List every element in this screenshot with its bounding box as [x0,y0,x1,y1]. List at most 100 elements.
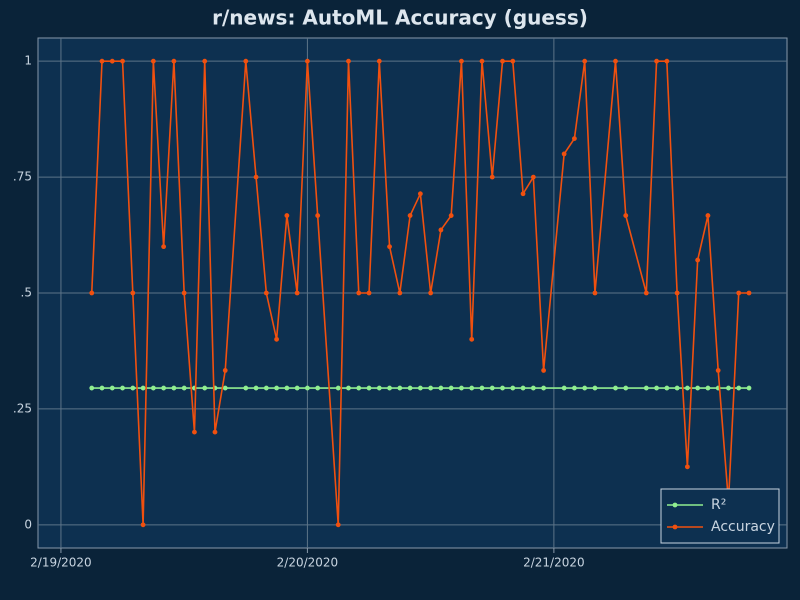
data-point [305,385,310,391]
y-tick-label: .5 [21,286,32,300]
legend-marker [672,524,678,530]
data-point [489,385,495,391]
data-point [746,385,752,391]
data-point [582,58,588,64]
data-point [664,58,670,64]
data-point [243,385,249,391]
data-point [500,385,505,391]
legend-marker [672,502,678,508]
data-point [510,58,516,64]
data-point [715,368,721,373]
data-point [736,385,742,391]
legend-label: R² [711,497,726,513]
data-point [530,385,536,391]
data-point [530,174,536,180]
x-tick-label: 2/20/2020 [277,556,339,570]
data-point [171,58,177,64]
data-point [356,385,362,391]
data-point [695,257,701,263]
data-point [120,385,125,391]
data-point [500,58,505,64]
data-point [695,385,701,391]
data-point [161,244,167,250]
data-point [520,191,526,197]
data-point [294,290,300,296]
data-point [140,522,146,528]
data-point [397,385,403,391]
data-point [253,174,259,180]
x-tick-label: 2/19/2020 [30,556,92,570]
data-point [479,385,485,391]
data-point [171,385,177,391]
data-point [541,368,547,373]
data-point [654,385,659,391]
legend-label: Accuracy [711,519,775,535]
y-tick-label: 0 [24,517,32,531]
data-point [561,151,567,157]
data-point [284,213,290,218]
data-point [335,522,341,528]
data-point [161,385,167,391]
y-tick-label: .25 [13,401,32,415]
data-point [469,385,475,391]
data-point [89,290,95,296]
data-point [130,385,136,391]
data-point [243,58,249,64]
data-point [346,58,351,64]
data-point [459,58,464,64]
x-tick-label: 2/21/2020 [523,556,585,570]
data-point [448,213,454,218]
data-point [643,290,649,296]
data-point [592,290,598,296]
data-point [654,58,659,64]
data-point [572,385,577,391]
chart-title: r/news: AutoML Accuracy (guess) [212,6,588,30]
data-point [346,385,351,391]
data-point [469,336,475,342]
data-point [520,385,526,391]
data-point [613,385,618,391]
series-line [90,60,750,525]
data-point [582,385,588,391]
data-point [192,429,197,435]
data-point [284,385,290,391]
data-point [613,58,618,64]
data-point [541,385,547,391]
data-point [746,290,752,296]
legend-box [660,488,780,544]
data-point [448,385,454,391]
data-point [387,244,392,250]
data-point [202,385,208,391]
data-point [99,385,105,391]
data-point [438,227,444,233]
data-point [263,290,269,296]
data-point [489,174,495,180]
data-point [222,385,228,391]
data-point [253,385,259,391]
data-point [274,336,279,342]
y-tick-label: .75 [13,170,32,184]
data-point [202,58,208,64]
data-point [366,385,372,391]
data-point [684,385,690,391]
data-point [130,290,136,296]
data-point [376,58,382,64]
data-point [407,213,413,218]
data-point [89,385,95,391]
data-point [99,58,105,64]
data-point [181,385,187,391]
data-point [438,385,444,391]
data-point [684,464,690,470]
data-point [109,58,115,64]
data-point [705,385,711,391]
data-point [592,385,598,391]
data-point [417,385,423,391]
data-point [428,385,434,391]
data-point [705,213,711,218]
data-point [664,385,670,391]
data-point [356,290,362,296]
data-point [263,385,269,391]
data-point [479,58,485,64]
data-point [407,385,413,391]
